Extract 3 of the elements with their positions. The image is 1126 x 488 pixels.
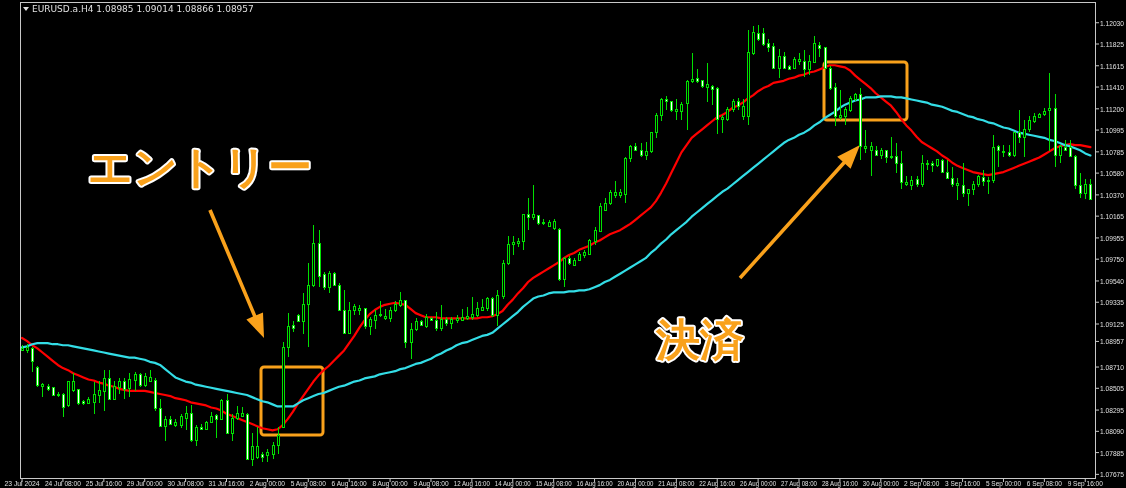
annotation: エントリー bbox=[88, 141, 312, 192]
annotation: 決済 bbox=[655, 314, 744, 365]
chart-title: EURUSD.a.H4 1.08985 1.09014 1.08866 1.08957 bbox=[32, 4, 254, 14]
